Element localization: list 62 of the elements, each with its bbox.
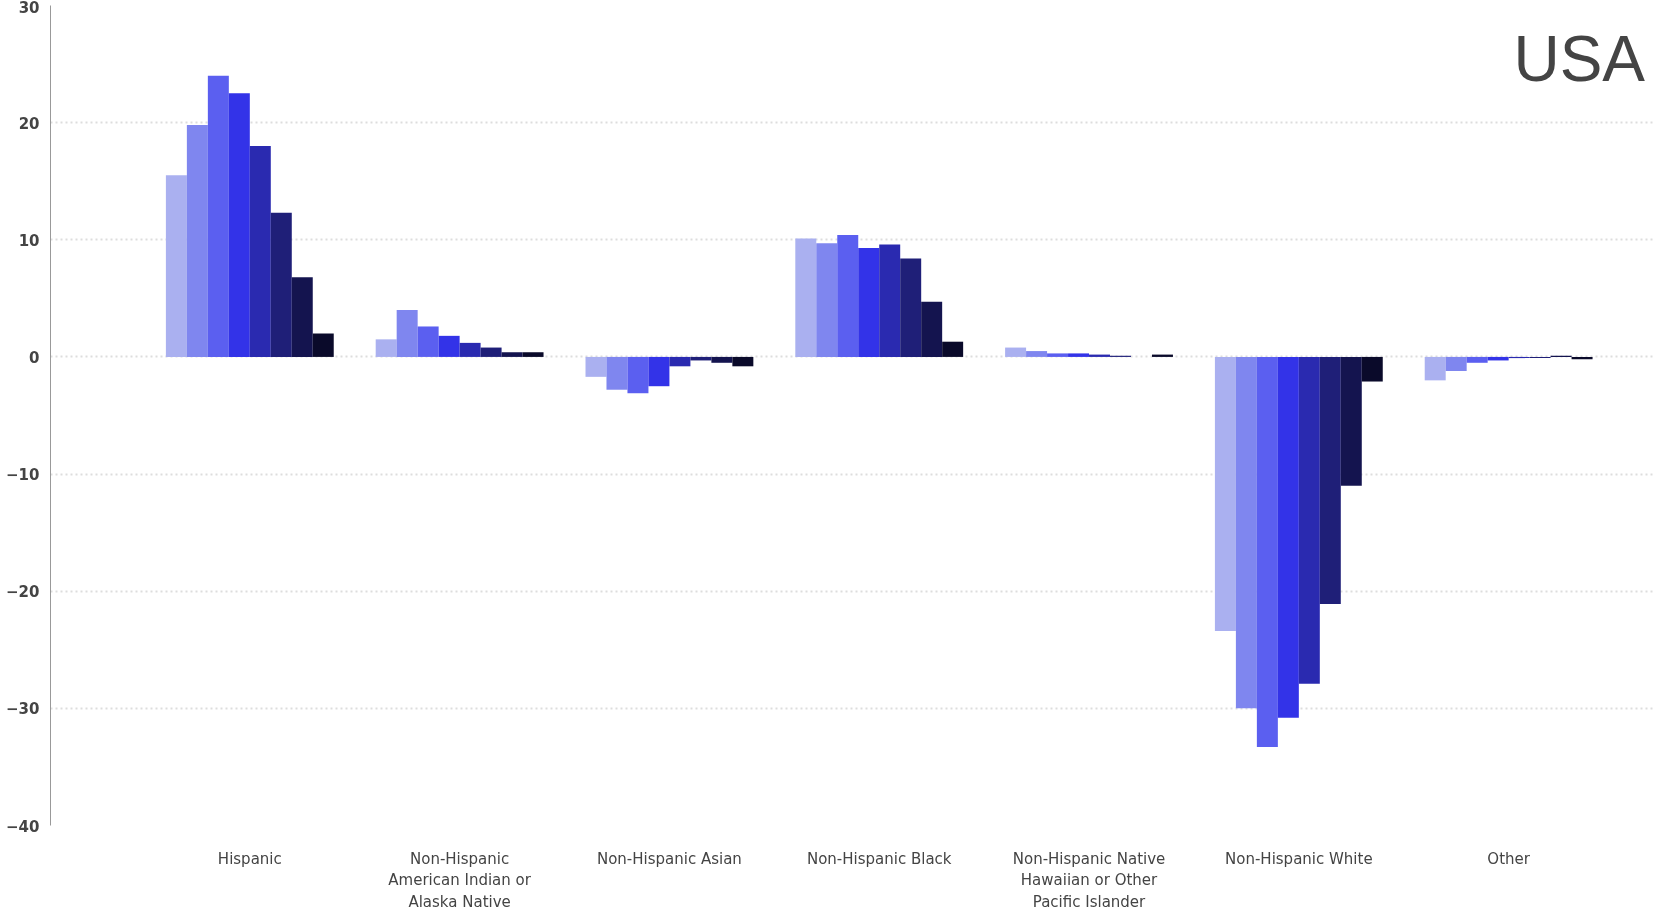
y-tick-label: 0 bbox=[29, 348, 40, 367]
bar bbox=[438, 335, 460, 357]
bar bbox=[522, 352, 544, 357]
bar bbox=[669, 356, 691, 367]
bar bbox=[921, 301, 943, 357]
bar bbox=[1319, 356, 1341, 605]
bar bbox=[816, 243, 838, 357]
bar bbox=[1214, 356, 1236, 632]
bar bbox=[396, 310, 418, 357]
bar bbox=[711, 356, 733, 363]
bar bbox=[837, 235, 859, 357]
bar bbox=[1047, 353, 1069, 357]
x-tick-label: Non-Hispanic American Indian or Alaska Native bbox=[388, 849, 532, 911]
bar bbox=[312, 333, 334, 357]
bar bbox=[1466, 356, 1488, 363]
bar bbox=[1445, 356, 1467, 371]
x-tick-label: Other bbox=[1487, 849, 1531, 868]
bar bbox=[291, 277, 313, 357]
bar bbox=[1277, 356, 1299, 718]
y-tick-label: −10 bbox=[6, 466, 40, 485]
y-tick-label: 10 bbox=[18, 231, 40, 250]
bar bbox=[732, 356, 754, 367]
x-tick-label: Non-Hispanic Asian bbox=[596, 849, 742, 868]
bar bbox=[1235, 356, 1257, 709]
bar bbox=[1256, 356, 1278, 748]
bar bbox=[459, 342, 481, 357]
x-tick-label: Hispanic bbox=[217, 849, 282, 868]
bar bbox=[1340, 356, 1362, 486]
bar bbox=[1424, 356, 1446, 381]
bar bbox=[165, 175, 187, 357]
y-tick-label: −30 bbox=[6, 700, 40, 719]
x-tick-label: Non-Hispanic Native Hawaiian or Other Pacific Islander bbox=[1012, 849, 1166, 911]
bar bbox=[480, 347, 502, 357]
bar bbox=[858, 247, 880, 357]
bar bbox=[1298, 356, 1320, 684]
bar bbox=[585, 356, 607, 377]
y-tick-label: −40 bbox=[6, 817, 40, 836]
bar bbox=[186, 124, 208, 357]
y-tick-label: 20 bbox=[18, 114, 40, 133]
bar bbox=[501, 352, 523, 357]
bar bbox=[795, 238, 817, 357]
y-tick-label: −20 bbox=[6, 583, 40, 602]
bar bbox=[648, 356, 670, 387]
bar bbox=[417, 326, 439, 357]
x-tick-label: Non-Hispanic White bbox=[1225, 849, 1373, 868]
bar bbox=[1361, 356, 1383, 382]
bar bbox=[375, 339, 397, 357]
bar bbox=[900, 258, 922, 357]
bar bbox=[1068, 353, 1090, 357]
bar bbox=[1026, 351, 1048, 357]
x-tick-label: Non-Hispanic Black bbox=[806, 849, 952, 868]
bar bbox=[228, 93, 250, 357]
bar bbox=[270, 212, 292, 357]
bar bbox=[1005, 347, 1027, 357]
bar bbox=[249, 146, 271, 357]
bar bbox=[942, 341, 964, 357]
bar bbox=[207, 75, 229, 357]
bar bbox=[627, 356, 649, 394]
y-tick-label: 30 bbox=[18, 0, 40, 17]
bar bbox=[879, 244, 901, 357]
bar bbox=[606, 356, 628, 390]
annotation: USA bbox=[1513, 23, 1646, 96]
